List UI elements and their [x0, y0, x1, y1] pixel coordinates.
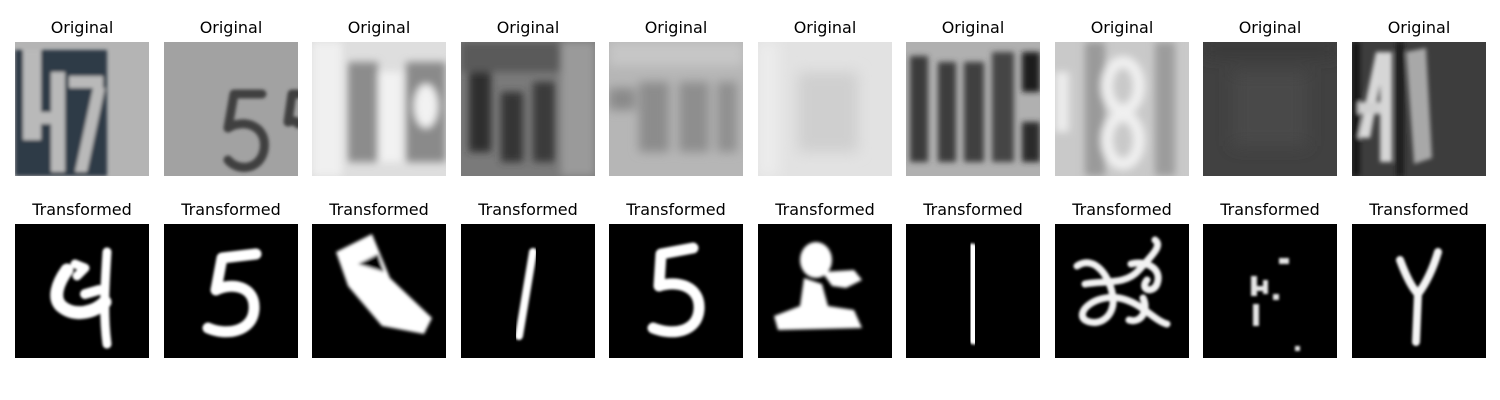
transformed-image [758, 224, 892, 358]
transformed-title: Transformed [181, 200, 281, 219]
transformed-image [164, 224, 298, 358]
original-title: Original [793, 18, 857, 37]
original-image [1203, 42, 1337, 176]
transformed-image [1055, 224, 1189, 358]
original-image [312, 42, 446, 176]
transformed-image [1352, 224, 1486, 358]
transformed-image [312, 224, 446, 358]
transformed-image [906, 224, 1040, 358]
original-title: Original [1387, 18, 1451, 37]
transformed-image [609, 224, 743, 358]
transformed-title: Transformed [775, 200, 875, 219]
original-image [1055, 42, 1189, 176]
original-image [906, 42, 1040, 176]
transformed-image [15, 224, 149, 358]
original-title: Original [50, 18, 114, 37]
original-image [164, 42, 298, 176]
transformed-title: Transformed [1220, 200, 1320, 219]
original-title: Original [1090, 18, 1154, 37]
transformed-title: Transformed [329, 200, 429, 219]
original-title: Original [199, 18, 263, 37]
transformed-title: Transformed [478, 200, 578, 219]
transformed-title: Transformed [1369, 200, 1469, 219]
original-title: Original [1238, 18, 1302, 37]
original-image [461, 42, 595, 176]
transformed-title: Transformed [32, 200, 132, 219]
original-title: Original [496, 18, 560, 37]
original-image [15, 42, 149, 176]
transformed-image [461, 224, 595, 358]
transformed-title: Transformed [923, 200, 1023, 219]
original-image [609, 42, 743, 176]
transformed-title: Transformed [626, 200, 726, 219]
original-image [1352, 42, 1486, 176]
transformed-title: Transformed [1072, 200, 1172, 219]
transformed-image [1203, 224, 1337, 358]
original-title: Original [347, 18, 411, 37]
original-title: Original [644, 18, 708, 37]
original-image [758, 42, 892, 176]
original-title: Original [941, 18, 1005, 37]
